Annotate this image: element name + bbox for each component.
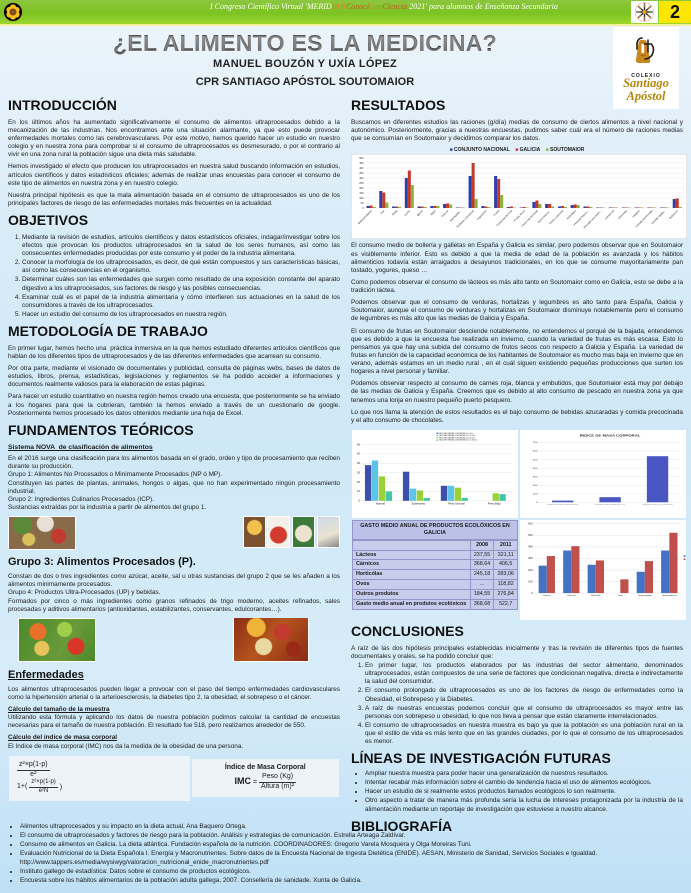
svg-text:200: 200 [528, 568, 533, 572]
svg-text:500: 500 [359, 156, 364, 160]
svg-text:200: 200 [359, 186, 364, 190]
svg-text:350: 350 [359, 171, 364, 175]
svg-text:200: 200 [533, 484, 539, 486]
svg-text:500: 500 [528, 533, 533, 537]
svg-text:Ovos: Ovos [618, 595, 623, 597]
svg-text:400: 400 [528, 545, 533, 549]
svg-text:100: 100 [533, 493, 539, 495]
svg-text:Normal: Normal [376, 502, 386, 506]
svg-text:300: 300 [359, 176, 364, 180]
svg-text:300: 300 [533, 476, 539, 478]
svg-text:Peso Normal: Peso Normal [448, 502, 465, 506]
svg-text:600: 600 [533, 450, 539, 452]
svg-text:300: 300 [528, 557, 533, 561]
svg-text:100: 100 [359, 196, 364, 200]
svg-text:ÍNDICE DE MASA CORPORAL: ÍNDICE DE MASA CORPORAL [580, 433, 642, 437]
svg-text:250: 250 [359, 181, 364, 185]
svg-text:400: 400 [533, 467, 539, 469]
svg-text:Sobrepeso: Sobrepeso [412, 502, 426, 506]
svg-text:700: 700 [533, 442, 539, 444]
svg-text:100: 100 [528, 580, 533, 584]
svg-text:450: 450 [359, 161, 364, 165]
svg-text:Peso Bajo: Peso Bajo [488, 502, 502, 506]
svg-text:400: 400 [359, 166, 364, 170]
svg-text:150: 150 [359, 191, 364, 195]
svg-text:500: 500 [533, 459, 539, 461]
svg-text:600: 600 [528, 522, 533, 526]
svg-text:50: 50 [361, 201, 364, 205]
